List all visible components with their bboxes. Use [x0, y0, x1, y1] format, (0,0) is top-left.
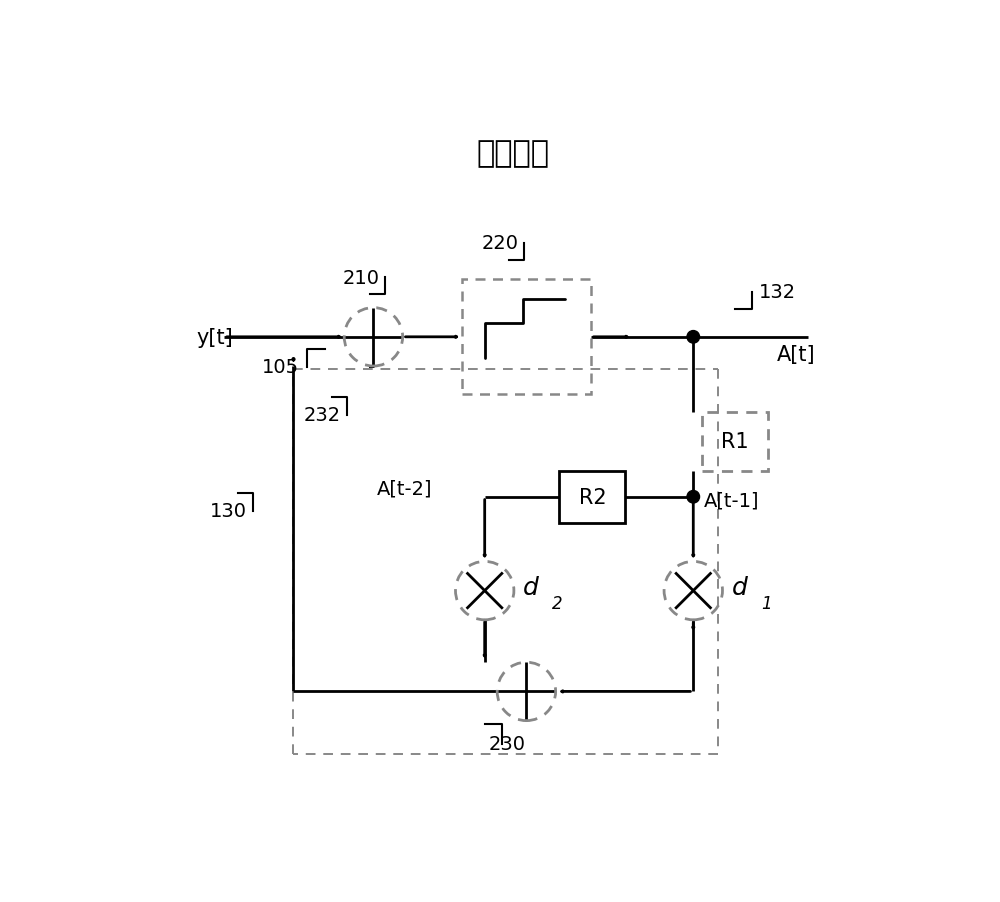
Bar [462, 281, 591, 395]
Text: A[t-1]: A[t-1] [704, 492, 759, 511]
Text: R1: R1 [721, 432, 749, 452]
Text: d: d [732, 575, 747, 600]
Text: A[t-2]: A[t-2] [377, 479, 433, 498]
Text: R2: R2 [579, 487, 606, 507]
Text: 230: 230 [488, 734, 525, 753]
Text: 232: 232 [304, 406, 341, 425]
Text: y[t]: y[t] [196, 327, 233, 347]
Text: 2: 2 [552, 594, 563, 612]
Text: 简单判决: 简单判决 [476, 140, 549, 169]
Text: 210: 210 [342, 268, 379, 287]
Text: 105: 105 [262, 358, 299, 377]
Text: d: d [523, 575, 539, 600]
Text: 132: 132 [759, 283, 796, 302]
Text: A[t]: A[t] [777, 345, 815, 364]
Circle shape [687, 491, 700, 503]
Text: 220: 220 [481, 235, 518, 253]
Bar [702, 412, 768, 471]
Text: 1: 1 [761, 594, 771, 612]
Circle shape [687, 331, 700, 344]
Bar [559, 471, 625, 523]
Text: 130: 130 [210, 502, 247, 520]
Text: -: - [368, 356, 376, 377]
